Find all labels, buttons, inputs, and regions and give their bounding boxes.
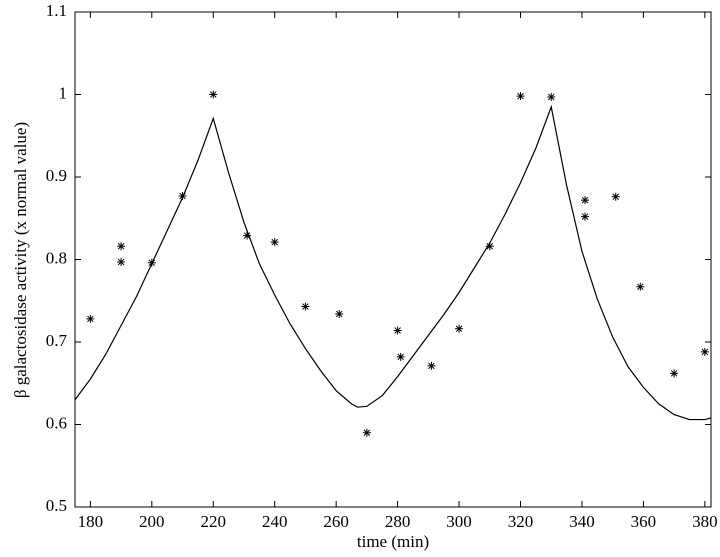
y-tick-label: 0.6 (46, 413, 67, 432)
plot-frame (74, 11, 712, 508)
x-tick-label: 300 (446, 512, 472, 531)
x-tick-label: 180 (78, 512, 104, 531)
x-tick-label: 200 (139, 512, 165, 531)
data-point (117, 242, 126, 251)
x-axis-label: time (min) (357, 532, 429, 551)
data-point (485, 242, 494, 251)
y-tick-label: 0.8 (46, 248, 67, 267)
data-point (270, 238, 279, 247)
data-point (301, 302, 310, 311)
data-point (455, 324, 464, 333)
y-axis-label: β galactosidase activity (x normal value… (11, 122, 30, 398)
y-tick-label: 0.5 (46, 496, 67, 515)
data-point (516, 92, 525, 101)
data-point (117, 257, 126, 266)
x-tick-label: 220 (201, 512, 227, 531)
data-point (700, 347, 709, 356)
data-point (243, 231, 252, 240)
data-point (427, 361, 436, 370)
data-point (581, 196, 590, 205)
x-tick-label: 360 (631, 512, 657, 531)
data-point (581, 212, 590, 221)
curve (74, 104, 712, 421)
data-point (178, 191, 187, 200)
y-tick-label: 0.9 (46, 166, 67, 185)
data-point (396, 352, 405, 361)
x-tick-label: 320 (508, 512, 534, 531)
y-tick-label: 1.1 (46, 1, 67, 20)
data-point (636, 282, 645, 291)
y-tick-label: 1 (59, 83, 68, 102)
data-point (393, 326, 402, 335)
x-tick-label: 240 (262, 512, 288, 531)
x-tick-label: 380 (692, 512, 718, 531)
data-point (86, 314, 95, 323)
x-tick-label: 280 (385, 512, 411, 531)
x-tick-label: 260 (323, 512, 349, 531)
data-point (670, 369, 679, 378)
data-point (611, 192, 620, 201)
data-point (209, 90, 218, 99)
data-point (547, 92, 556, 101)
data-point (362, 428, 371, 437)
x-tick-label: 340 (569, 512, 595, 531)
data-point (335, 309, 344, 318)
y-tick-label: 0.7 (46, 331, 68, 350)
